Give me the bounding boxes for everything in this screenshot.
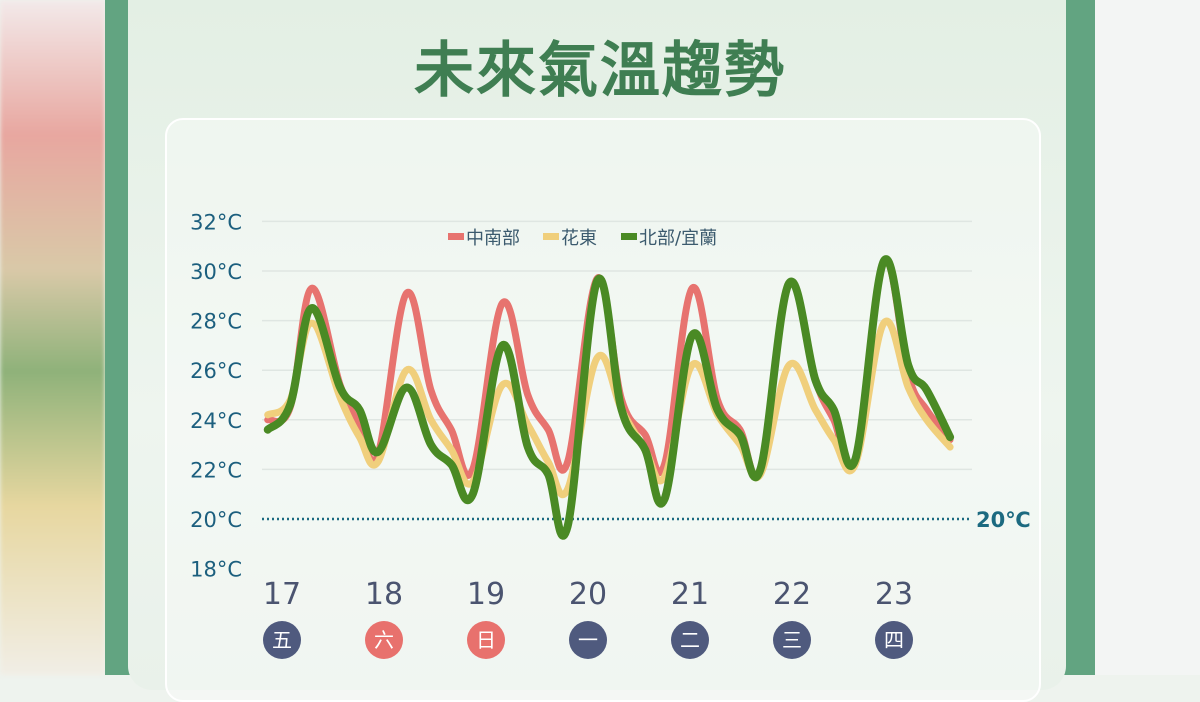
weekday-label: 二 xyxy=(680,628,700,652)
x-tick-label: 19 xyxy=(467,577,505,612)
background-image-left xyxy=(0,0,105,675)
legend-label: 花東 xyxy=(561,228,597,249)
y-tick-label: 32°C xyxy=(190,210,242,234)
series-line-hualien-taitung xyxy=(264,317,954,499)
panel xyxy=(128,0,1066,690)
x-tick-label: 23 xyxy=(875,577,913,612)
legend-label: 中南部 xyxy=(466,228,520,249)
x-tick-label: 22 xyxy=(773,577,811,612)
reference-line-label: 20℃ xyxy=(976,508,1031,532)
weekday-badge xyxy=(467,621,505,659)
weekday-badge xyxy=(671,621,709,659)
weekday-badge xyxy=(773,621,811,659)
weekday-badge xyxy=(569,621,607,659)
weekday-badge xyxy=(875,621,913,659)
weekday-badge xyxy=(263,621,301,659)
y-tick-label: 24°C xyxy=(190,409,242,433)
chart-card xyxy=(165,118,1041,702)
x-tick-label: 21 xyxy=(671,577,709,612)
weekday-label: 五 xyxy=(272,628,292,652)
x-tick-label: 20 xyxy=(569,577,607,612)
y-tick-label: 30°C xyxy=(190,260,242,284)
legend-swatch xyxy=(543,233,559,240)
weekday-label: 六 xyxy=(374,628,394,652)
weekday-label: 日 xyxy=(476,628,496,652)
legend-label: 北部/宜蘭 xyxy=(639,228,717,249)
y-tick-label: 18°C xyxy=(190,558,242,582)
y-tick-label: 26°C xyxy=(190,359,242,383)
page-title: 未來氣溫趨勢 xyxy=(414,36,786,106)
temperature-chart: 18°C 20°C 22°C 24°C 26°C 28°C 30°C 32°C 20℃ 中南部… xyxy=(190,210,1031,659)
weekday-label: 四 xyxy=(884,628,904,652)
y-tick-label: 20°C xyxy=(190,508,242,532)
weekday-label: 三 xyxy=(782,628,802,652)
x-tick-label: 17 xyxy=(263,577,301,612)
weekday-label: 一 xyxy=(578,628,598,652)
y-tick-label: 22°C xyxy=(190,458,242,482)
legend-swatch xyxy=(621,233,637,240)
legend-swatch xyxy=(448,233,464,240)
weekday-badge xyxy=(365,621,403,659)
background-right xyxy=(1095,0,1200,675)
y-tick-label: 28°C xyxy=(190,310,242,334)
series-line-north-yilan xyxy=(263,255,955,540)
x-tick-label: 18 xyxy=(365,577,403,612)
